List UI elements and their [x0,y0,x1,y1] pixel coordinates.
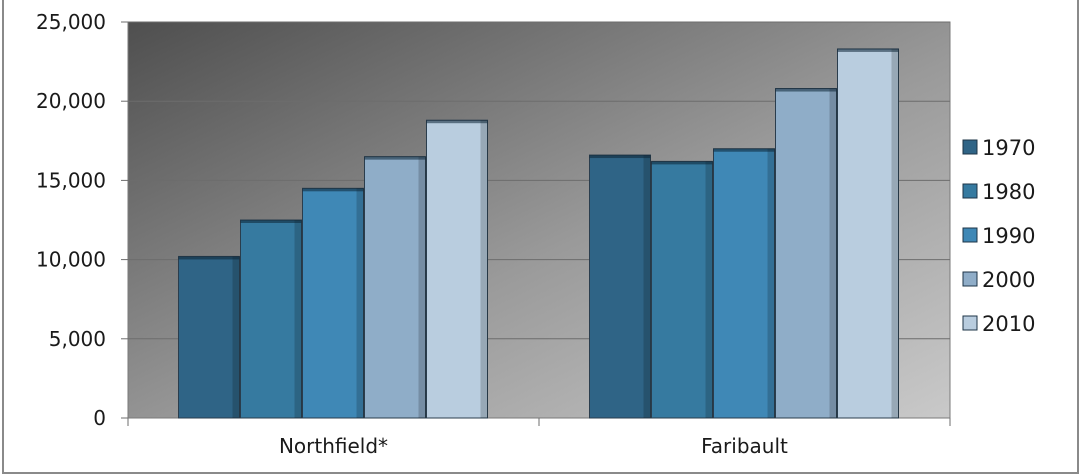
bar-top-edge [775,88,837,92]
bar-1970-faribault [589,154,651,419]
bar-2000-northfield [364,156,426,419]
legend-label-1990: 1990 [982,224,1035,248]
bar-shade [480,120,488,418]
bar-1990-northfield [302,187,364,419]
legend-swatch-1990 [962,227,978,243]
x-axis-categories: Northfield* Faribault [127,418,951,458]
legend-swatch-2010 [962,315,978,331]
bar-shade [232,256,240,418]
bars [178,48,899,419]
y-tick-label: 10,000 [36,248,106,272]
y-tick-label: 15,000 [36,168,106,192]
x-category-label: Faribault [701,434,788,458]
bar-top-edge [240,220,302,223]
legend-swatch-2000 [962,271,978,287]
legend-label-2010: 2010 [982,312,1035,336]
y-tick-label: 25,000 [36,10,106,34]
bar-2010-faribault [837,48,899,419]
legend-swatch-1970 [962,139,978,155]
bar-top-edge [178,256,240,260]
legend-swatch-1980 [962,183,978,199]
x-category-label: Northfield* [279,434,388,458]
bar-top-edge [364,156,426,160]
y-tick-label: 0 [93,406,106,430]
bar-1990-faribault [713,148,775,419]
bar-top-edge [651,161,713,165]
bar-2000-faribault [775,88,837,419]
bar-1980-faribault [651,160,713,419]
bar-1980-northfield [240,219,302,419]
bar-shade [891,48,899,418]
y-axis-ticks: 0 5,000 10,000 15,000 20,000 25,000 [36,10,128,430]
legend-label-2000: 2000 [982,268,1035,292]
bar-shade [356,188,364,418]
bar-shade [643,155,651,418]
bar-shade [767,148,775,418]
y-tick-label: 20,000 [36,89,106,113]
legend-label-1980: 1980 [982,180,1035,204]
bar-shade [418,156,426,418]
bar-top-edge [837,48,899,52]
legend: 1970 1980 1990 2000 2010 [962,136,1035,336]
bar-top-edge [426,120,488,124]
bar-shade [829,88,837,418]
bar-top-edge [713,148,775,152]
bar-top-edge [302,188,364,192]
legend-label-1970: 1970 [982,136,1035,160]
bar-2010-northfield [426,119,488,419]
bar-shade [294,220,302,418]
bar-top-edge [589,155,651,159]
bar-1970-northfield [178,255,240,419]
y-tick-label: 5,000 [49,327,106,351]
bar-shade [705,161,713,418]
